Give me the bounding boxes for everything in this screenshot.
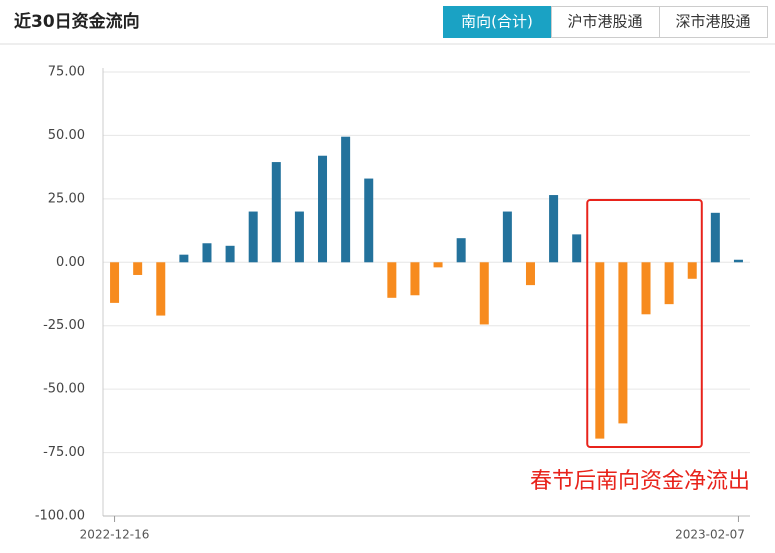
y-tick-label: 75.00 — [48, 65, 85, 80]
y-tick-label: 25.00 — [48, 191, 85, 206]
bar — [502, 211, 512, 263]
bar — [133, 262, 143, 275]
x-tick-label: 2023-02-07 — [675, 528, 745, 542]
bar — [456, 238, 466, 263]
tab[interactable] — [551, 6, 660, 38]
bar — [248, 211, 258, 263]
tabs: 南向(合计) 沪市港股通 深市港股通 — [443, 6, 768, 38]
bar — [225, 245, 235, 263]
panel-title: 近30日资金流向 — [14, 11, 140, 32]
bar — [549, 195, 559, 263]
y-tick-label: 0.00 — [56, 255, 85, 270]
bar — [525, 262, 535, 286]
bar — [318, 155, 328, 263]
x-tick-label: 2022-12-16 — [80, 528, 150, 542]
bar — [479, 262, 489, 325]
bar — [364, 178, 374, 263]
annotation-text: 春节后南向资金净流出 — [530, 469, 750, 494]
bar — [641, 262, 651, 315]
bar — [618, 262, 628, 424]
y-tick-label: -75.00 — [43, 445, 85, 460]
bar — [710, 212, 720, 263]
bar — [595, 262, 605, 439]
bar — [664, 262, 674, 305]
bar — [387, 262, 397, 298]
tab-label[interactable]: 深市港股通 — [675, 13, 750, 31]
bar — [202, 243, 212, 263]
bar — [179, 254, 189, 263]
bar — [733, 259, 743, 263]
y-tick-label: 50.00 — [48, 128, 85, 143]
bar — [156, 262, 166, 316]
bar — [687, 262, 697, 279]
y-tick-label: -100.00 — [35, 509, 85, 524]
bar — [433, 262, 443, 268]
bar — [572, 234, 582, 263]
bar — [341, 136, 351, 263]
tab-label[interactable]: 沪市港股通 — [567, 13, 642, 31]
tab-label[interactable]: 南向(合计) — [461, 13, 533, 31]
tab[interactable] — [659, 6, 768, 38]
bar — [410, 262, 420, 296]
y-tick-label: -50.00 — [43, 382, 85, 397]
bar — [271, 162, 281, 263]
bar — [110, 262, 120, 303]
annotation-box — [586, 199, 703, 448]
bar — [294, 211, 304, 263]
plot: -100.00 -75.00 -50.00 -25.00 0.00 25.00 50.00 7… — [35, 65, 750, 542]
y-tick-label: -25.00 — [43, 318, 85, 333]
